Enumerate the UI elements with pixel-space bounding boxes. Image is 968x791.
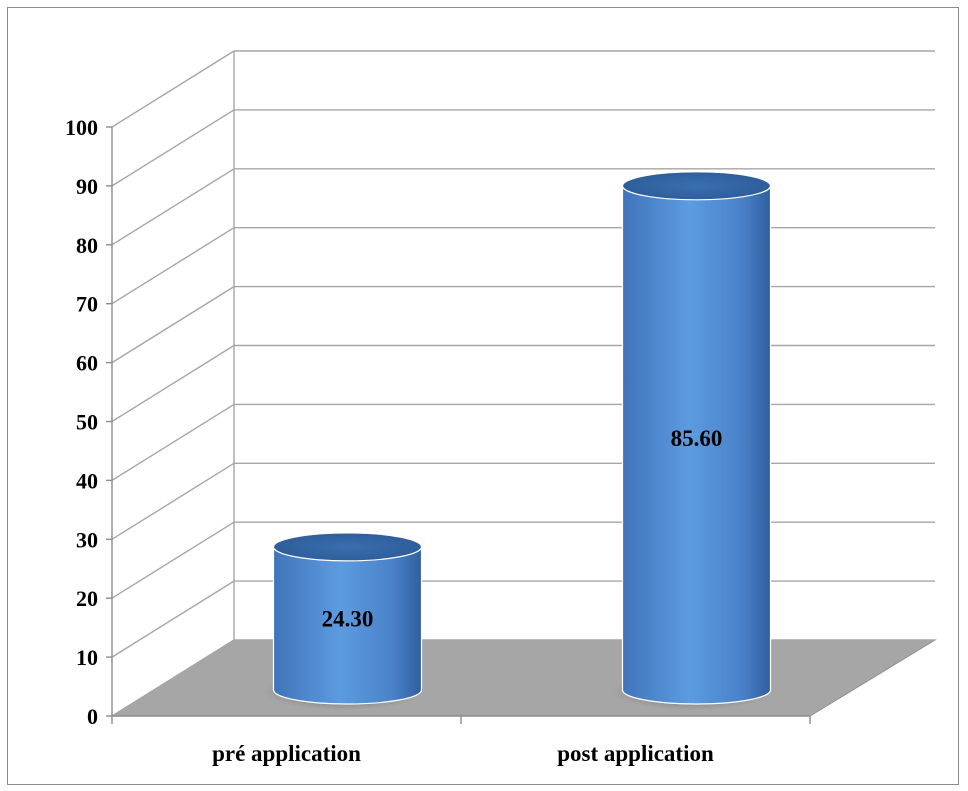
bar-top-0	[272, 532, 423, 562]
gridline-60	[111, 285, 935, 364]
x-tick-label-0: pré application	[212, 741, 361, 766]
data-label-0: 24.30	[322, 606, 374, 631]
chart-floor	[110, 639, 937, 717]
gridline-30	[111, 462, 935, 540]
y-tick-label-80: 80	[76, 233, 98, 258]
y-tick-label-0: 0	[87, 704, 98, 729]
y-tick-label-10: 10	[76, 645, 98, 670]
y-tick-label-60: 60	[76, 351, 98, 376]
y-tick-label-50: 50	[76, 410, 98, 435]
gridline-50	[111, 344, 935, 423]
bar-1	[621, 185, 772, 705]
bar-top-1	[621, 171, 772, 201]
y-tick-label-90: 90	[76, 174, 98, 199]
y-tick-label-30: 30	[76, 527, 98, 552]
x-tick-label-1: post application	[557, 741, 714, 766]
gridline-20	[111, 521, 935, 599]
y-tick-label-100: 100	[65, 115, 98, 140]
bar-0	[272, 546, 423, 705]
y-tick-label-20: 20	[76, 586, 98, 611]
data-label-1: 85.60	[671, 426, 723, 451]
gridline-40	[111, 403, 935, 481]
y-tick-label-70: 70	[76, 292, 98, 317]
gridline-70	[111, 227, 935, 305]
y-tick-label-40: 40	[76, 468, 98, 493]
gridline-80	[111, 168, 935, 246]
gridline-90	[111, 109, 935, 187]
gridline-100	[111, 50, 935, 128]
